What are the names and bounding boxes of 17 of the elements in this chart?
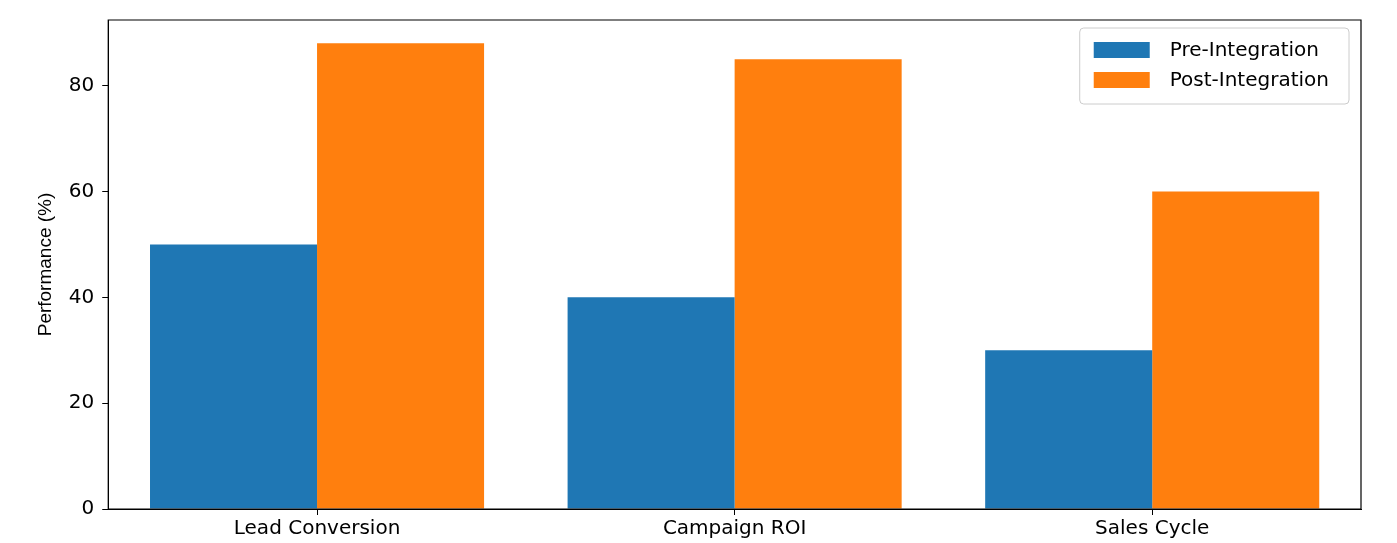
bar (985, 350, 1153, 509)
x-tick-label: Campaign ROI (662, 515, 807, 540)
y-tick-label: 20 (68, 389, 95, 414)
y-tick-label: 80 (68, 71, 95, 96)
x-tick-label: Sales Cycle (1095, 515, 1210, 540)
bar (150, 244, 318, 509)
legend-label: Post-Integration (1169, 67, 1330, 92)
bar (1152, 191, 1320, 509)
bar (567, 297, 735, 509)
y-tick-label: 60 (68, 177, 95, 202)
y-tick-label: 0 (81, 495, 95, 520)
y-tick-label: 40 (68, 283, 95, 308)
x-tick-label: Lead Conversion (233, 515, 401, 540)
legend-label: Pre-Integration (1169, 37, 1319, 62)
y-axis-title: Performance (%) (33, 192, 55, 337)
bar (734, 59, 902, 509)
bar (317, 43, 485, 509)
